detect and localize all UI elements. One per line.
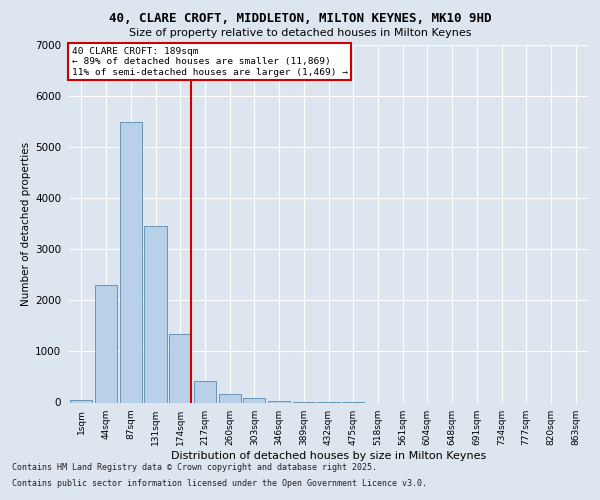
Bar: [243, 398, 265, 402]
Bar: [145, 226, 167, 402]
X-axis label: Distribution of detached houses by size in Milton Keynes: Distribution of detached houses by size …: [171, 450, 486, 460]
Text: 40, CLARE CROFT, MIDDLETON, MILTON KEYNES, MK10 9HD: 40, CLARE CROFT, MIDDLETON, MILTON KEYNE…: [109, 12, 491, 26]
Bar: [119, 122, 142, 402]
Y-axis label: Number of detached properties: Number of detached properties: [21, 142, 31, 306]
Bar: [194, 380, 216, 402]
Text: 40 CLARE CROFT: 189sqm
← 89% of detached houses are smaller (11,869)
11% of semi: 40 CLARE CROFT: 189sqm ← 89% of detached…: [71, 47, 347, 76]
Bar: [95, 285, 117, 403]
Text: Contains public sector information licensed under the Open Government Licence v3: Contains public sector information licen…: [12, 478, 427, 488]
Bar: [169, 334, 191, 402]
Bar: [70, 400, 92, 402]
Text: Size of property relative to detached houses in Milton Keynes: Size of property relative to detached ho…: [129, 28, 471, 38]
Bar: [218, 394, 241, 402]
Text: Contains HM Land Registry data © Crown copyright and database right 2025.: Contains HM Land Registry data © Crown c…: [12, 464, 377, 472]
